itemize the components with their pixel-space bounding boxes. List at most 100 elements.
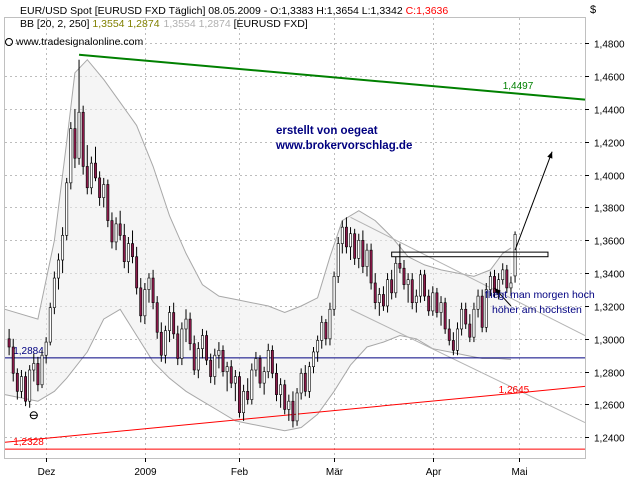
candle-body (102, 184, 106, 198)
candle-body (114, 223, 118, 243)
x-tick-label: 2009 (134, 467, 157, 478)
candle-body (246, 391, 250, 400)
candle-body (172, 312, 176, 335)
candle-body (176, 333, 180, 359)
candle-body (451, 340, 455, 351)
candle-body (357, 239, 361, 259)
y-tick-label: 1,2400 (594, 434, 625, 445)
header-line-1: EUR/USD Spot [EURUSD FXD Täglich] 08.05.… (20, 5, 448, 17)
candle-body (299, 372, 303, 394)
watermark: www.tradesignalonline.com (5, 36, 143, 48)
candle-body (155, 302, 159, 333)
support-label: 1,2645 (499, 385, 530, 396)
candle-body (377, 294, 381, 303)
candle-body (373, 282, 377, 303)
candle-body (32, 363, 36, 371)
candle-body (307, 366, 311, 392)
candle-body (295, 392, 299, 422)
candle-body (460, 308, 464, 330)
y-tick-label: 1,3000 (594, 336, 625, 347)
support-label: 1,2328 (13, 437, 44, 448)
candle-body (336, 243, 340, 277)
y-tick-label: 1,4200 (594, 139, 625, 150)
candle-body (196, 348, 200, 371)
candle-body (77, 111, 81, 159)
arrow-head-icon (547, 151, 553, 159)
y-tick-label: 1,4000 (594, 172, 625, 183)
note-line-2: höher am höchsten (492, 304, 582, 316)
candle-body (44, 341, 48, 356)
candle-body (118, 223, 122, 236)
candle-body (464, 308, 468, 325)
candle-body (143, 289, 147, 317)
x-tick-label: Mär (326, 467, 344, 478)
candle-body (139, 287, 143, 317)
candle-body (340, 226, 344, 244)
candle-body (505, 269, 509, 289)
author-line-2: www.brokervorschlag.de (275, 140, 412, 152)
candle-body (414, 295, 418, 303)
candle-body (135, 256, 139, 289)
y-tick-label: 1,2600 (594, 401, 625, 412)
candle-body (184, 318, 188, 330)
candle-body (52, 277, 56, 308)
candle-body (382, 294, 385, 307)
x-tick-label: Feb (231, 467, 249, 478)
candle-body (85, 166, 89, 189)
candle-body (472, 308, 476, 338)
overlays (29, 151, 553, 420)
candle-body (303, 372, 307, 392)
candle-body (254, 358, 258, 371)
candle-body (73, 128, 77, 159)
x-tick-label: Dez (38, 467, 56, 478)
y-tick-label: 1,3800 (594, 204, 625, 215)
arrow-line (514, 151, 553, 251)
candle-body (266, 349, 270, 372)
resistance-label: 1,4497 (503, 81, 534, 92)
candle-body (11, 346, 15, 374)
candle-body (447, 328, 451, 341)
candle-body (344, 226, 348, 248)
candle-body (394, 262, 398, 294)
candle-body (287, 400, 291, 410)
candle-body (324, 322, 328, 340)
candle-body (509, 282, 513, 289)
candle-body (402, 267, 406, 285)
candle-body (332, 276, 336, 310)
candle-body (501, 269, 505, 281)
candle-body (439, 302, 443, 313)
support-label: 1,2884 (13, 346, 44, 357)
candle-body (410, 279, 414, 303)
candle-body (180, 328, 184, 359)
trend-lines: 1,4497 1,2884 1,2645 1,2328 (4, 53, 586, 450)
candle-body (468, 323, 472, 338)
bollinger-fill (5, 59, 511, 431)
candle-body (15, 372, 19, 392)
candle-body (217, 349, 221, 356)
candle-body (209, 359, 213, 377)
candle-body (201, 335, 204, 349)
candle-body (48, 307, 52, 343)
candle-body (98, 177, 102, 198)
candle-body (419, 274, 422, 297)
candle-body (480, 295, 484, 328)
candle-body (390, 279, 394, 294)
candle-body (316, 340, 320, 353)
header-line-1-text: EUR/USD Spot [EURUSD FXD Täglich] 08.05.… (20, 5, 406, 17)
x-tick-label: Apr (426, 467, 442, 478)
candle-body (213, 354, 217, 377)
resistance-line (78, 53, 586, 101)
candle-body (205, 335, 208, 361)
candle-body (28, 369, 32, 402)
header-line-2: BB [20, 2, 250] 1,3554 1,2874 1,3554 1,28… (20, 18, 308, 30)
candle-body (431, 292, 435, 312)
bb-values: 1,3554 1,2874 (92, 18, 159, 30)
candle-body (131, 243, 134, 258)
currency-symbol: $ (590, 4, 596, 16)
header-close-value: C:1,3636 (406, 5, 449, 17)
candle-body (122, 235, 126, 262)
candle-body (476, 295, 480, 310)
candle-body (110, 220, 114, 243)
y-tick-label: 1,3200 (594, 303, 625, 314)
bollinger-upper (4, 58, 512, 320)
